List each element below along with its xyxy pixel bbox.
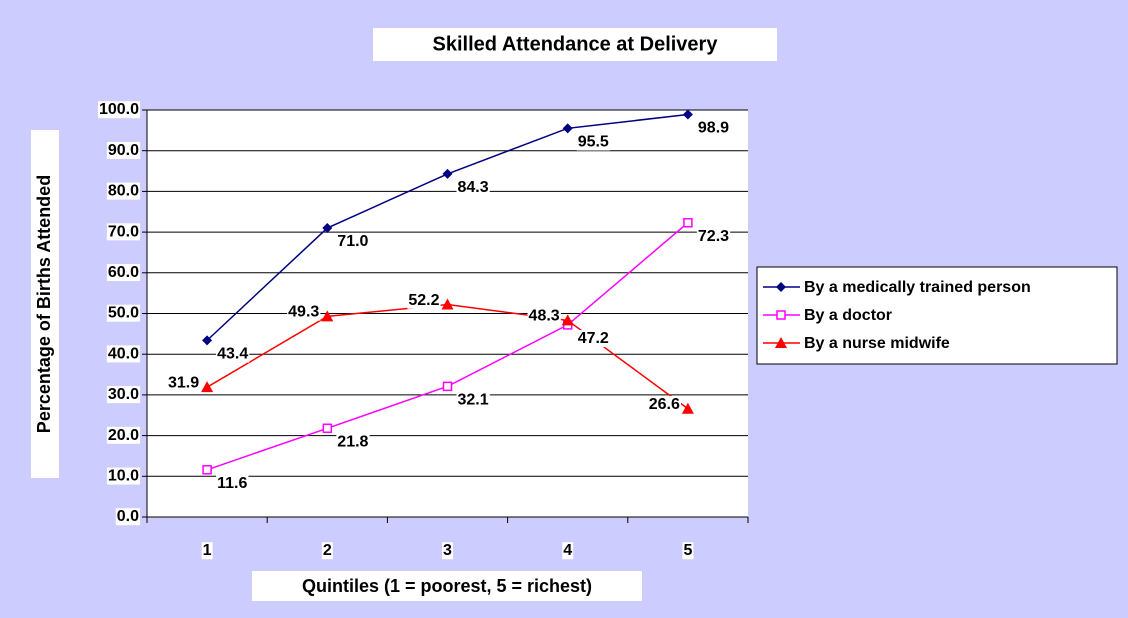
marker [322,423,333,434]
y-label-box [31,130,59,478]
data-label: 26.6 [649,396,680,413]
marks-layer [142,109,749,523]
data-label: 47.2 [578,330,609,347]
y-tick-label: 40.0 [108,345,139,362]
x-tick-label: 1 [203,542,212,559]
label-box [696,227,731,245]
x-tick-label: 5 [683,542,692,559]
label-box [106,264,141,282]
label-box [216,475,249,493]
label-box [456,391,490,409]
label-box [97,101,141,119]
data-label: 98.9 [698,120,729,137]
label-box [201,542,213,560]
legend-label: By a nurse midwife [804,335,950,352]
label-box [336,433,370,451]
data-label: 84.3 [458,179,489,196]
marker [775,337,787,348]
x-tick-label: 2 [323,542,332,559]
y-axis-label: Percentage of Births Attended [34,175,54,433]
y-tick-label: 30.0 [108,386,139,403]
marker [442,168,453,179]
data-label: 32.1 [458,392,489,409]
x-label-box [252,571,642,601]
marker [202,465,212,475]
label-box [106,182,141,200]
chart-title: Skilled Attendance at Delivery [433,33,719,55]
y-tick-label: 100.0 [99,101,139,118]
label-box [696,119,731,137]
label-box [106,304,141,322]
y-tick-label: 10.0 [108,468,139,485]
legend-label: By a doctor [804,307,892,324]
x-tick-label: 3 [443,542,452,559]
label-box [321,542,333,560]
y-tick-label: 0.0 [117,508,139,525]
label-box [576,133,610,151]
marker [776,282,786,292]
label-box [682,542,694,560]
label-box [106,223,141,241]
label-box [115,508,141,526]
y-tick-label: 80.0 [108,183,139,200]
marker [442,381,453,392]
label-box [106,467,141,485]
data-label: 95.5 [578,134,609,151]
data-label: 31.9 [168,374,199,391]
label-box [106,386,141,404]
y-tick-label: 90.0 [108,142,139,159]
marker [321,310,334,322]
marker [441,298,454,310]
data-label: 43.4 [217,346,248,363]
marker [683,217,693,228]
marker [776,310,786,320]
marker [322,223,333,234]
data-label: 71.0 [337,233,368,250]
y-tick-label: 50.0 [108,305,139,322]
x-axis-label: Quintiles (1 = poorest, 5 = richest) [302,576,592,596]
marker [202,335,213,346]
label-box [442,542,454,560]
label-box [647,395,682,413]
y-tick-label: 70.0 [108,223,139,240]
title-box [373,28,777,61]
label-box [106,426,141,444]
marker [562,123,573,134]
label-box [562,542,574,560]
marker [681,402,694,414]
marker [561,314,574,326]
label-box [166,374,201,392]
label-box [106,345,141,363]
marker [201,381,214,393]
x-tick-label: 4 [563,542,572,559]
data-label: 49.3 [288,304,319,321]
label-box [287,303,321,321]
data-label: 72.3 [698,228,729,245]
label-box [527,307,561,325]
data-label: 11.6 [217,475,247,492]
data-label: 21.8 [337,433,368,450]
legend-label: By a medically trained person [804,279,1031,296]
y-tick-label: 20.0 [108,427,139,444]
legend [756,266,1118,365]
y-tick-label: 60.0 [108,264,139,281]
label-box [407,291,441,309]
label-box [216,345,250,363]
label-box [106,141,141,159]
data-label: 48.3 [529,308,560,325]
data-label: 52.2 [408,292,439,309]
marker [682,109,693,120]
label-box [456,179,490,197]
label-box [576,330,610,348]
label-box [336,233,370,251]
